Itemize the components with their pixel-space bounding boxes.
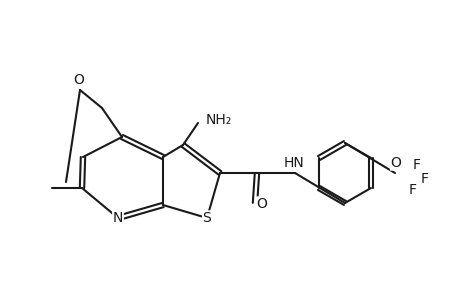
Text: F: F [408, 183, 416, 197]
Text: F: F [420, 172, 428, 186]
Text: O: O [390, 156, 401, 170]
Text: N: N [112, 211, 123, 225]
Text: HN: HN [283, 156, 304, 170]
Text: S: S [202, 211, 211, 225]
Text: NH₂: NH₂ [206, 113, 232, 127]
Text: F: F [412, 158, 420, 172]
Text: O: O [256, 197, 267, 211]
Text: O: O [73, 73, 84, 87]
